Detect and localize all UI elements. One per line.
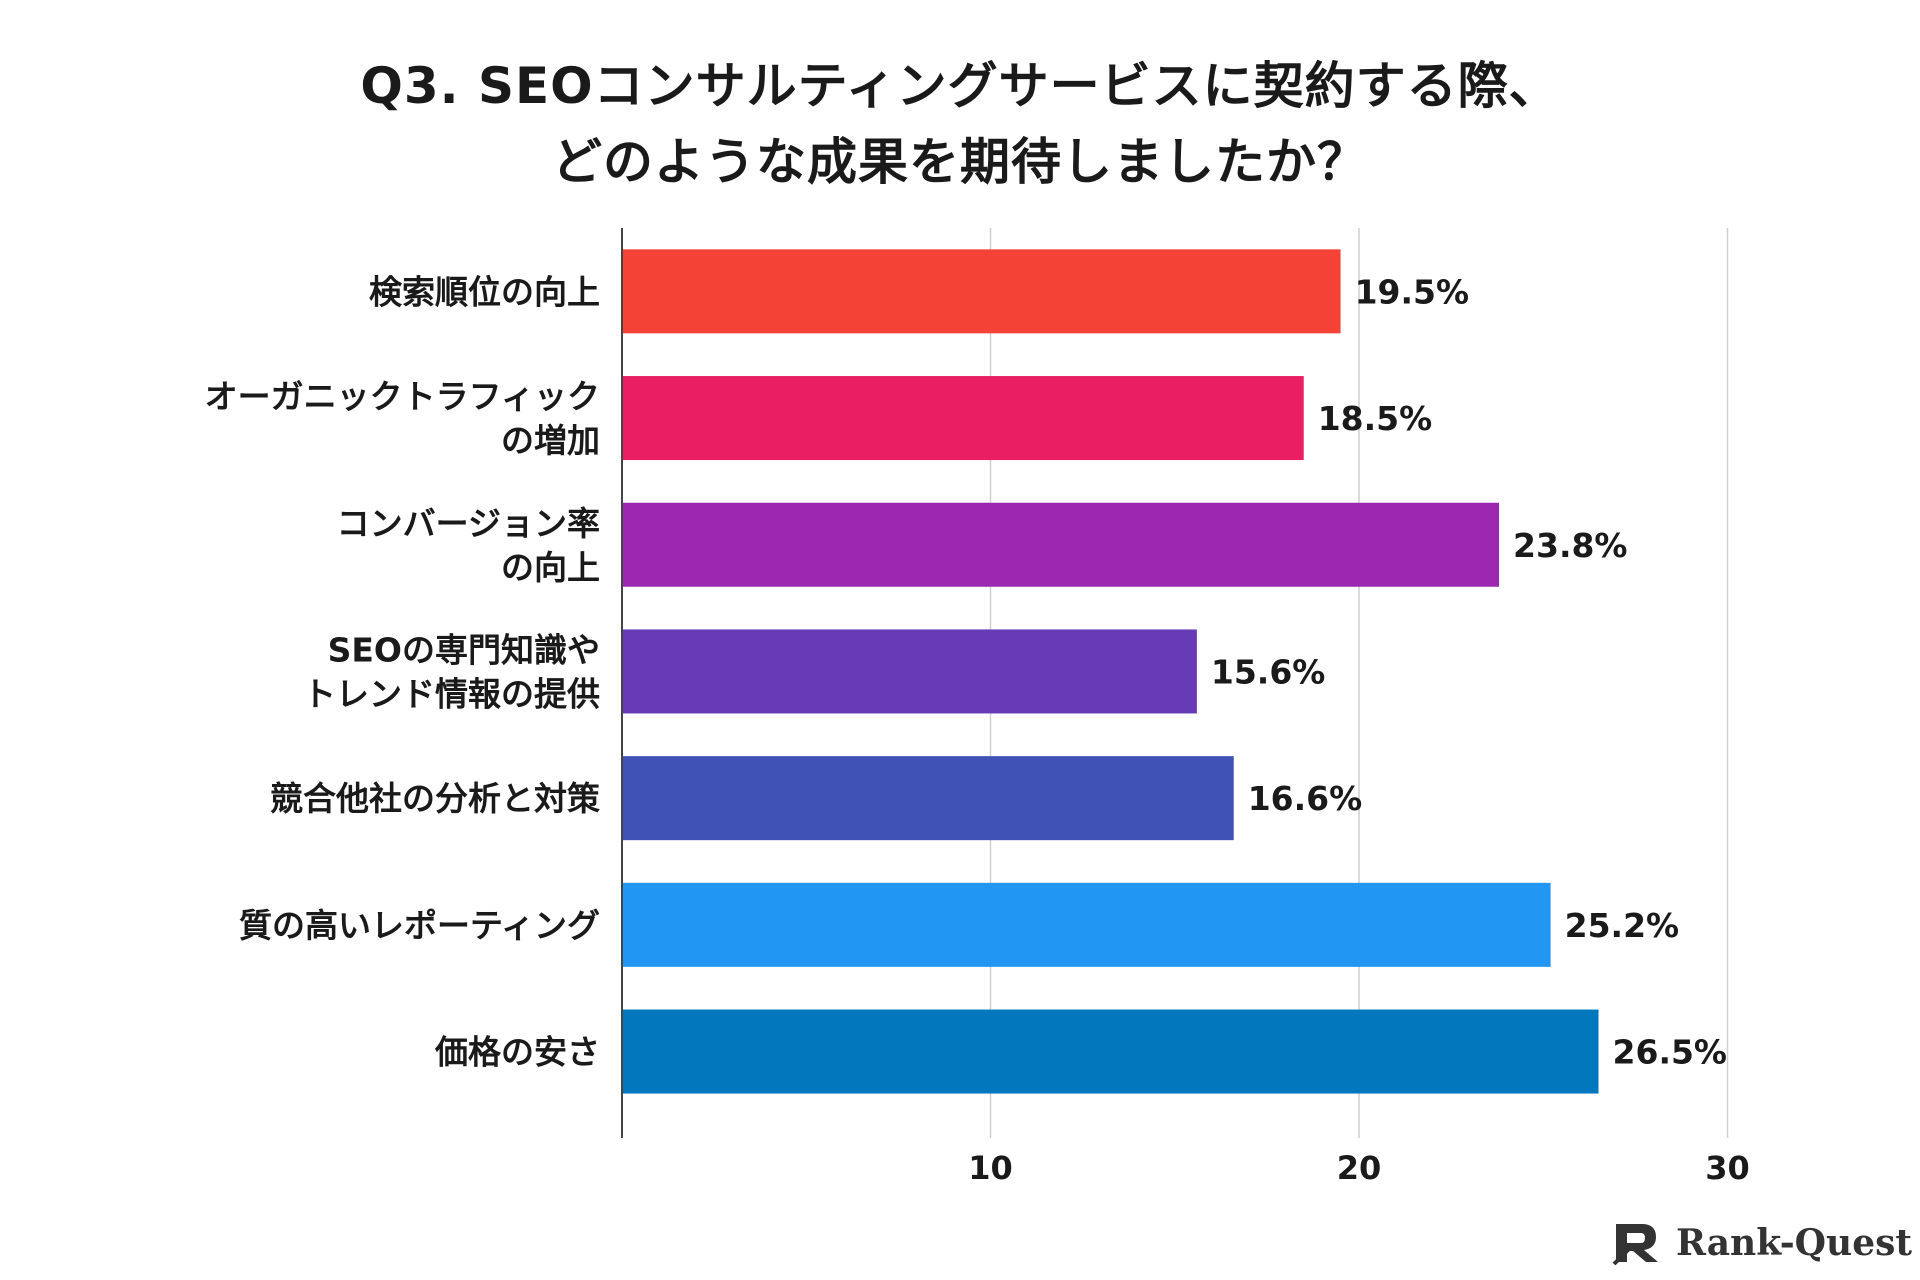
x-tick-label: 20 <box>1337 1149 1382 1187</box>
category-label: オーガニックトラフィック <box>205 377 600 416</box>
category-label: トレンド情報の提供 <box>303 674 600 713</box>
category-label: 競合他社の分析と対策 <box>270 779 600 818</box>
bar <box>622 376 1304 461</box>
bar <box>622 629 1197 714</box>
value-label: 23.8% <box>1513 526 1628 565</box>
rank-quest-logo-icon <box>1612 1224 1658 1266</box>
value-label: 18.5% <box>1318 399 1433 438</box>
category-label: の向上 <box>501 548 600 587</box>
category-label: コンバージョン率 <box>337 504 600 543</box>
brand-name: Rank-Quest <box>1675 1222 1912 1264</box>
brand-logo: Rank-Quest <box>1612 1220 1912 1266</box>
category-label: 価格の安さ <box>434 1033 600 1072</box>
bar <box>622 882 1551 967</box>
category-label: の増加 <box>501 421 600 460</box>
x-tick-label: 30 <box>1705 1149 1750 1187</box>
value-label: 19.5% <box>1355 272 1470 311</box>
bar <box>622 502 1500 587</box>
value-label: 26.5% <box>1613 1033 1728 1072</box>
category-label: 質の高いレポーティング <box>239 906 600 945</box>
category-label: SEOの専門知識や <box>328 630 600 669</box>
chart-title-line-2: どのような成果を期待しましたか？ <box>552 133 1368 191</box>
value-label: 16.6% <box>1248 779 1363 818</box>
value-label: 25.2% <box>1565 906 1680 945</box>
bar <box>622 249 1341 334</box>
bar <box>622 1009 1599 1094</box>
chart-title-line-1: Q3. SEOコンサルティングサービスに契約する際、 <box>360 57 1560 115</box>
value-label: 15.6% <box>1211 652 1326 691</box>
x-tick-label: 10 <box>968 1149 1013 1187</box>
bar <box>622 756 1234 841</box>
chart-title: Q3. SEOコンサルティングサービスに契約する際、 どのような成果を期待しまし… <box>0 48 1920 200</box>
category-label: 検索順位の向上 <box>369 272 600 311</box>
